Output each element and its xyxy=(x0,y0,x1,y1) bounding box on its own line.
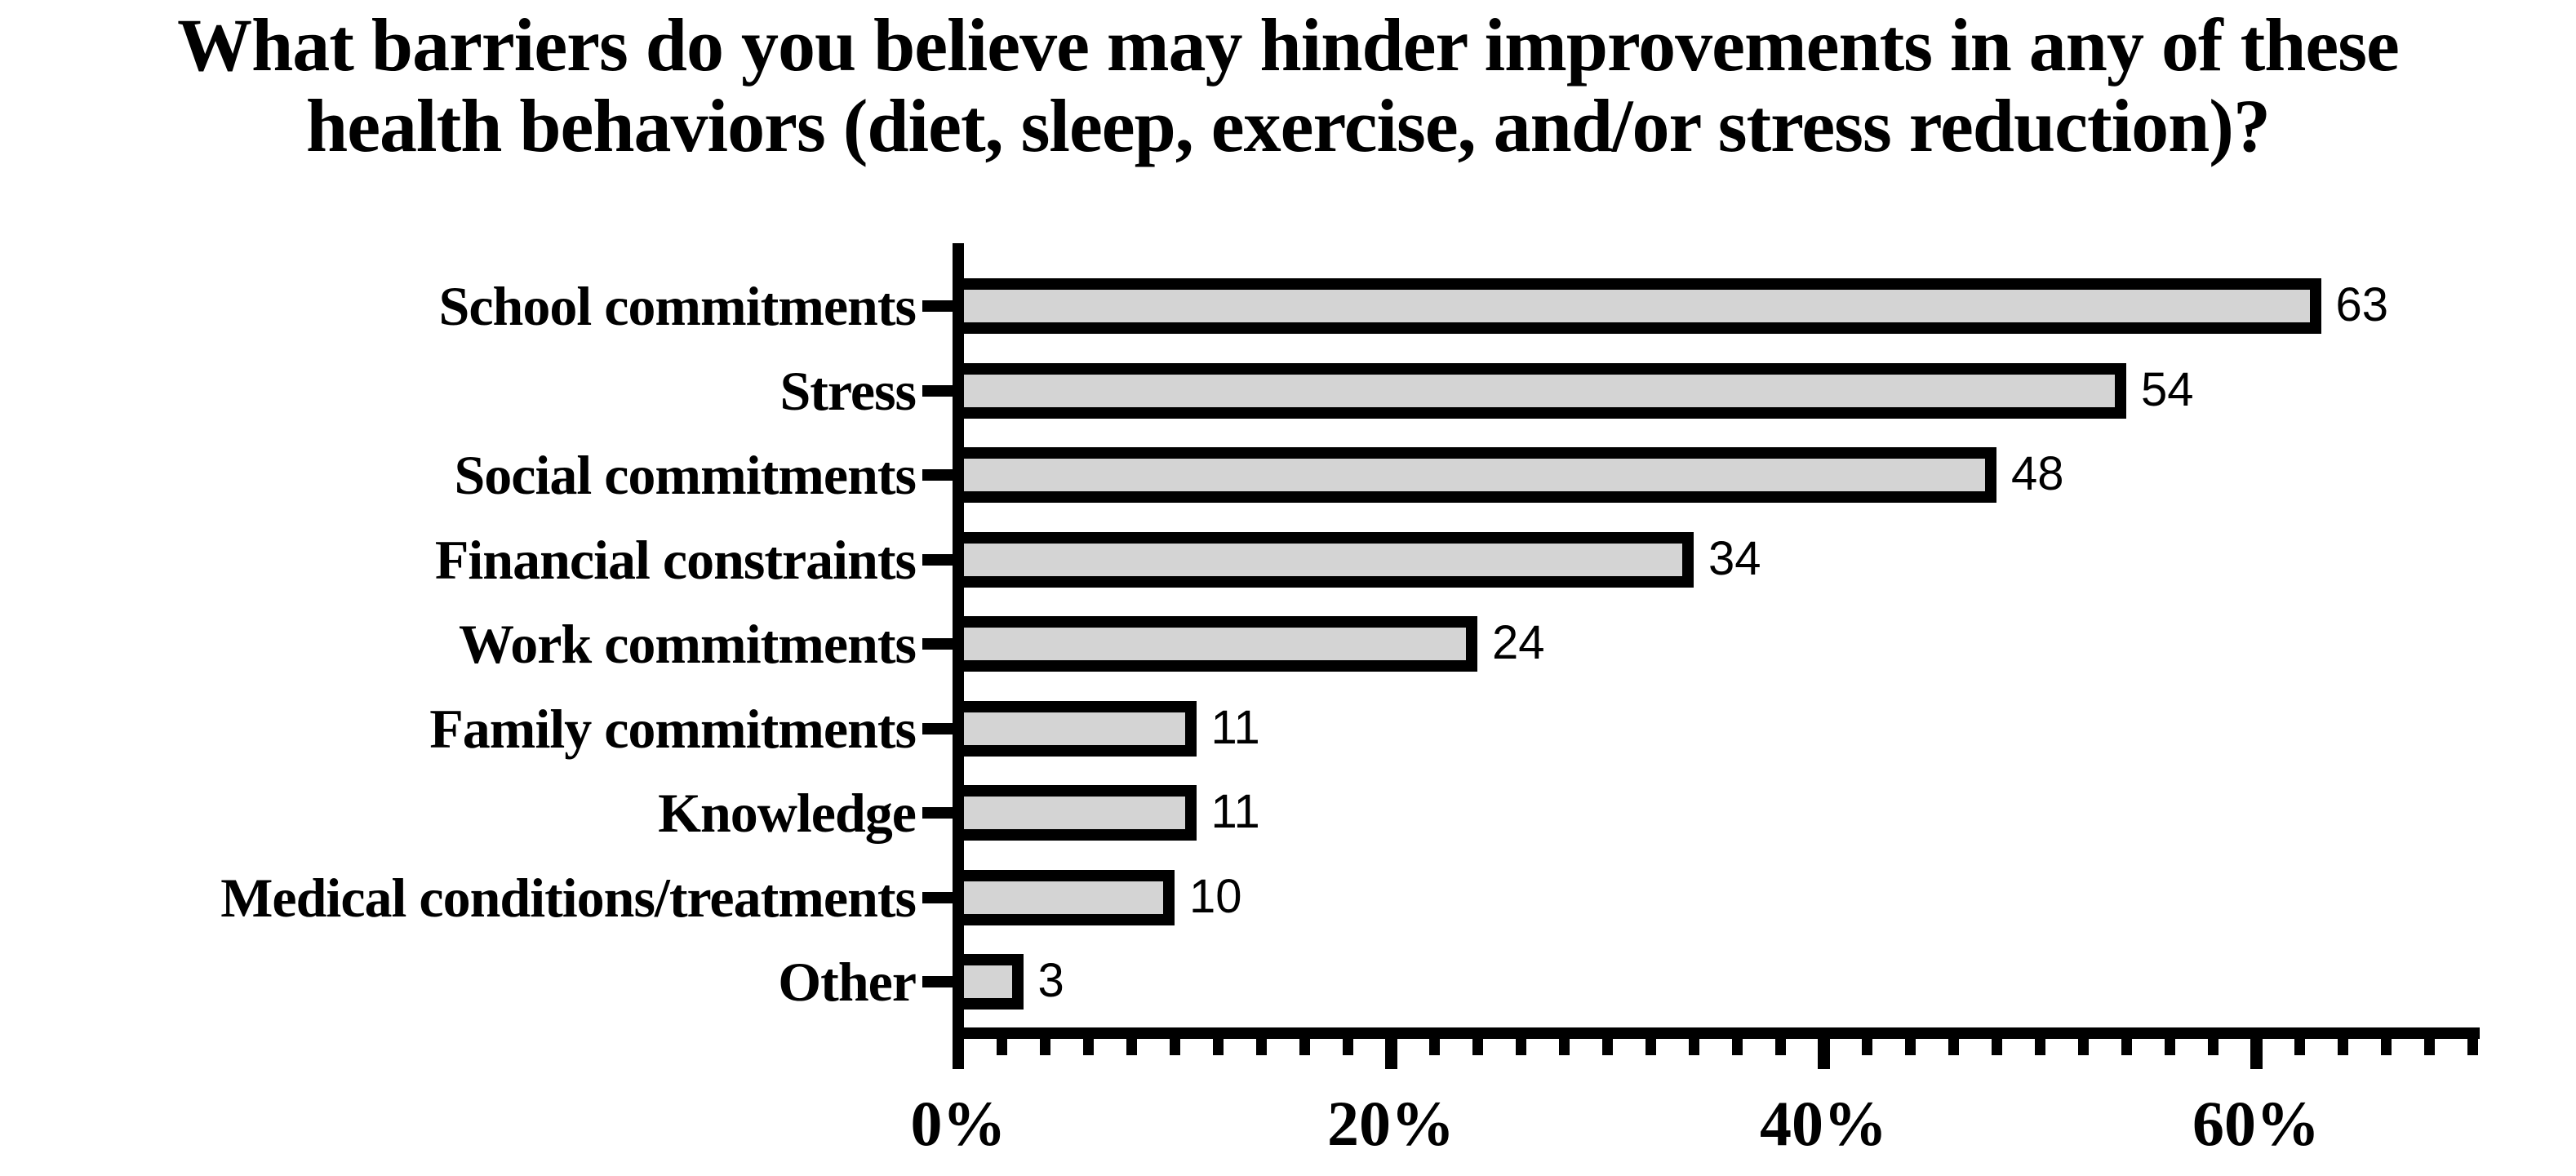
x-minor-tick xyxy=(2294,1039,2305,1055)
x-minor-tick xyxy=(1948,1039,1959,1055)
x-minor-tick xyxy=(996,1039,1007,1055)
x-minor-tick xyxy=(1688,1039,1699,1055)
x-minor-tick xyxy=(2164,1039,2175,1055)
x-minor-tick xyxy=(1342,1039,1353,1055)
x-tick-label: 0% xyxy=(910,1088,1006,1159)
x-minor-tick xyxy=(2467,1039,2478,1055)
x-minor-tick xyxy=(1645,1039,1656,1055)
x-minor-tick xyxy=(2380,1039,2392,1055)
category-label: Financial constraints xyxy=(434,528,917,591)
bar-value-label: 11 xyxy=(1210,700,1260,754)
category-label: School commitments xyxy=(438,275,917,337)
x-minor-tick xyxy=(2121,1039,2132,1055)
x-minor-tick xyxy=(1255,1039,1267,1055)
bar xyxy=(953,954,1024,1010)
category-label: Stress xyxy=(779,359,917,422)
x-minor-tick xyxy=(1472,1039,1483,1055)
x-axis-line xyxy=(953,1027,2480,1039)
category-tick xyxy=(922,638,953,650)
bar xyxy=(953,447,1996,503)
x-minor-tick xyxy=(1601,1039,1613,1055)
category-label: Family commitments xyxy=(429,697,917,760)
chart-title-line-1: What barriers do you believe may hinder … xyxy=(177,3,2400,87)
bar-value-label: 54 xyxy=(2141,362,2194,416)
bar-value-label: 34 xyxy=(1708,531,1761,585)
category-label: Work commitments xyxy=(458,613,917,675)
x-tick-label: 40% xyxy=(1760,1088,1887,1159)
x-minor-tick xyxy=(1515,1039,1526,1055)
x-minor-tick xyxy=(1991,1039,2002,1055)
category-tick xyxy=(922,300,953,312)
bar xyxy=(953,531,1694,588)
category-tick xyxy=(922,807,953,819)
bar xyxy=(953,278,2321,334)
bar-value-label: 10 xyxy=(1189,869,1242,923)
bar-value-label: 3 xyxy=(1037,953,1064,1007)
bar xyxy=(953,616,1477,672)
x-minor-tick xyxy=(1558,1039,1570,1055)
x-minor-tick xyxy=(1169,1039,1180,1055)
x-minor-tick xyxy=(2034,1039,2045,1055)
x-minor-tick xyxy=(1774,1039,1786,1055)
bar xyxy=(953,700,1197,757)
x-minor-tick xyxy=(1126,1039,1137,1055)
bar-value-label: 48 xyxy=(2011,446,2064,500)
bar-value-label: 24 xyxy=(1492,615,1545,669)
x-minor-tick xyxy=(2337,1039,2348,1055)
bar xyxy=(953,362,2126,419)
category-label: Other xyxy=(778,951,917,1013)
x-minor-tick xyxy=(2423,1039,2435,1055)
category-label: Social commitments xyxy=(454,444,917,506)
x-minor-tick xyxy=(2207,1039,2218,1055)
category-tick xyxy=(922,976,953,987)
chart-title-line-2: health behaviors (diet, sleep, exercise,… xyxy=(306,83,2271,167)
x-minor-tick xyxy=(1428,1039,1440,1055)
category-label: Medical conditions/treatments xyxy=(220,866,917,929)
x-minor-tick xyxy=(1904,1039,1916,1055)
x-minor-tick xyxy=(1039,1039,1050,1055)
category-tick xyxy=(922,469,953,481)
category-tick xyxy=(922,722,953,734)
x-tick-label: 60% xyxy=(2192,1088,2320,1159)
x-minor-tick xyxy=(1299,1039,1310,1055)
category-tick xyxy=(922,553,953,566)
x-minor-tick xyxy=(1731,1039,1743,1055)
category-label: Knowledge xyxy=(658,782,917,844)
bar xyxy=(953,785,1197,841)
chart-title: What barriers do you believe may hinder … xyxy=(0,5,2576,166)
category-tick xyxy=(922,891,953,903)
bar-value-label: 11 xyxy=(1210,784,1260,838)
x-tick-label: 20% xyxy=(1327,1088,1455,1159)
x-major-tick xyxy=(1384,1039,1397,1069)
x-minor-tick xyxy=(1861,1039,1872,1055)
x-major-tick xyxy=(1817,1039,1830,1069)
x-minor-tick xyxy=(1082,1039,1094,1055)
category-tick xyxy=(922,384,953,397)
x-major-tick xyxy=(2250,1039,2263,1069)
bar xyxy=(953,869,1175,925)
x-minor-tick xyxy=(1212,1039,1224,1055)
bar-value-label: 63 xyxy=(2335,277,2389,331)
x-minor-tick xyxy=(2077,1039,2089,1055)
